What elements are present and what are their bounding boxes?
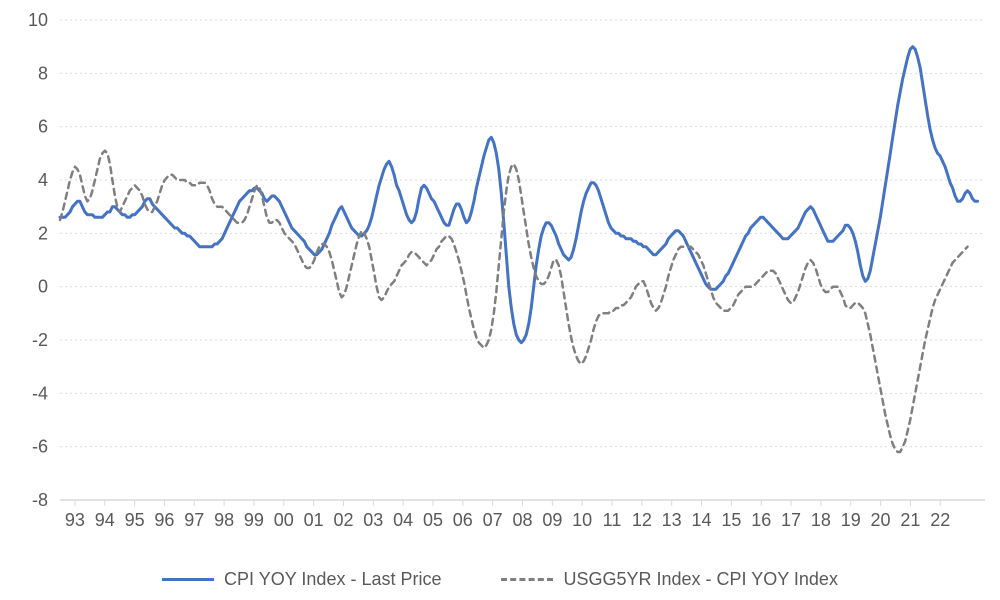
x-tick-label: 95 <box>125 510 145 530</box>
x-tick-label: 15 <box>721 510 741 530</box>
x-tick-label: 04 <box>393 510 413 530</box>
chart-canvas: -8-6-4-202468109394959697989900010203040… <box>0 0 1000 600</box>
line-chart: -8-6-4-202468109394959697989900010203040… <box>0 0 1000 600</box>
y-tick-label: 8 <box>38 63 48 83</box>
y-tick-label: 0 <box>38 277 48 297</box>
x-tick-label: 03 <box>363 510 383 530</box>
chart-legend: CPI YOY Index - Last Price USGG5YR Index … <box>0 569 1000 590</box>
x-tick-label: 00 <box>274 510 294 530</box>
x-tick-label: 12 <box>632 510 652 530</box>
legend-swatch <box>501 578 553 581</box>
x-tick-label: 96 <box>154 510 174 530</box>
x-tick-label: 01 <box>304 510 324 530</box>
x-tick-label: 11 <box>603 510 622 530</box>
legend-swatch <box>162 578 214 581</box>
x-tick-label: 13 <box>662 510 682 530</box>
y-tick-label: -2 <box>32 330 48 350</box>
y-tick-label: 2 <box>38 223 48 243</box>
y-tick-label: 10 <box>28 10 48 30</box>
x-tick-label: 05 <box>423 510 443 530</box>
y-tick-label: -8 <box>32 490 48 510</box>
x-tick-label: 20 <box>871 510 891 530</box>
x-tick-label: 94 <box>95 510 115 530</box>
legend-label: CPI YOY Index - Last Price <box>224 569 441 590</box>
x-tick-label: 18 <box>811 510 831 530</box>
y-tick-label: -6 <box>32 437 48 457</box>
x-tick-label: 14 <box>692 510 712 530</box>
x-tick-label: 06 <box>453 510 473 530</box>
x-tick-label: 17 <box>781 510 801 530</box>
x-tick-label: 02 <box>333 510 353 530</box>
y-tick-label: -4 <box>32 383 48 403</box>
y-tick-label: 4 <box>38 170 48 190</box>
legend-item: CPI YOY Index - Last Price <box>162 569 441 590</box>
y-tick-label: 6 <box>38 117 48 137</box>
x-tick-label: 16 <box>751 510 771 530</box>
x-tick-label: 21 <box>900 510 920 530</box>
x-tick-label: 22 <box>930 510 950 530</box>
x-tick-label: 07 <box>483 510 503 530</box>
x-tick-label: 97 <box>184 510 204 530</box>
x-tick-label: 09 <box>542 510 562 530</box>
x-tick-label: 08 <box>512 510 532 530</box>
x-tick-label: 99 <box>244 510 264 530</box>
x-tick-label: 93 <box>65 510 85 530</box>
x-tick-label: 10 <box>572 510 592 530</box>
legend-item: USGG5YR Index - CPI YOY Index <box>501 569 837 590</box>
x-tick-label: 19 <box>841 510 861 530</box>
x-tick-label: 98 <box>214 510 234 530</box>
legend-label: USGG5YR Index - CPI YOY Index <box>563 569 837 590</box>
